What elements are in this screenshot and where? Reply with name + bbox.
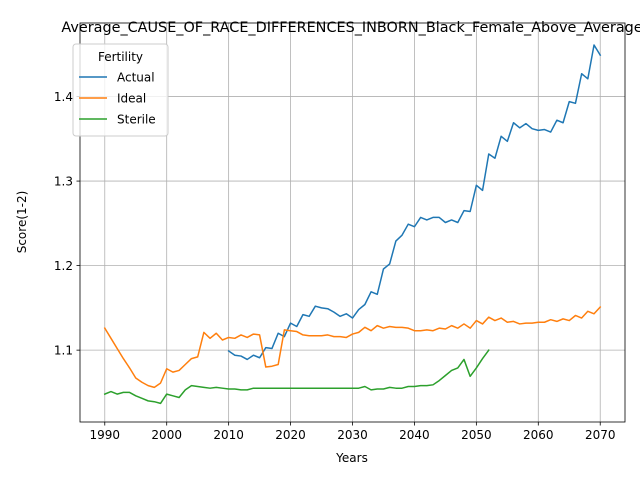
x-tick-label: 2070 bbox=[585, 428, 616, 442]
legend-label-actual: Actual bbox=[117, 70, 155, 84]
y-axis-label: Score(1-2) bbox=[15, 191, 29, 254]
legend-entries: Actual Ideal Sterile bbox=[79, 70, 156, 126]
y-tick-label: 1.3 bbox=[54, 174, 73, 188]
x-axis-label: Years bbox=[335, 451, 368, 465]
x-tick-label: 1990 bbox=[89, 428, 120, 442]
grid-lines bbox=[80, 23, 625, 422]
chart-title: Average_CAUSE_OF_RACE_DIFFERENCES_INBORN… bbox=[61, 20, 640, 36]
legend-label-sterile: Sterile bbox=[117, 112, 156, 126]
x-axis-ticks: 1990 2000 2010 2020 2030 2040 2050 2060 2070 bbox=[89, 422, 616, 442]
y-tick-label: 1.4 bbox=[54, 90, 73, 104]
y-axis-ticks: 1.1 1.2 1.3 1.4 bbox=[54, 90, 80, 357]
legend-title: Fertility bbox=[98, 50, 143, 64]
x-tick-label: 2050 bbox=[461, 428, 492, 442]
x-tick-label: 2030 bbox=[337, 428, 368, 442]
series-line-actual bbox=[227, 44, 602, 361]
series-line-ideal bbox=[103, 305, 602, 389]
x-tick-label: 2010 bbox=[213, 428, 244, 442]
legend-frame bbox=[72, 43, 169, 137]
x-tick-label: 2040 bbox=[399, 428, 430, 442]
legend: Fertility Actual Ideal Sterile bbox=[72, 43, 169, 137]
series-lines bbox=[103, 44, 602, 405]
legend-label-ideal: Ideal bbox=[117, 91, 146, 105]
x-tick-label: 2060 bbox=[523, 428, 554, 442]
x-tick-label: 2020 bbox=[275, 428, 306, 442]
x-tick-label: 2000 bbox=[151, 428, 182, 442]
y-tick-label: 1.1 bbox=[54, 343, 73, 357]
series-line-sterile bbox=[103, 349, 490, 405]
y-tick-label: 1.2 bbox=[54, 259, 73, 273]
